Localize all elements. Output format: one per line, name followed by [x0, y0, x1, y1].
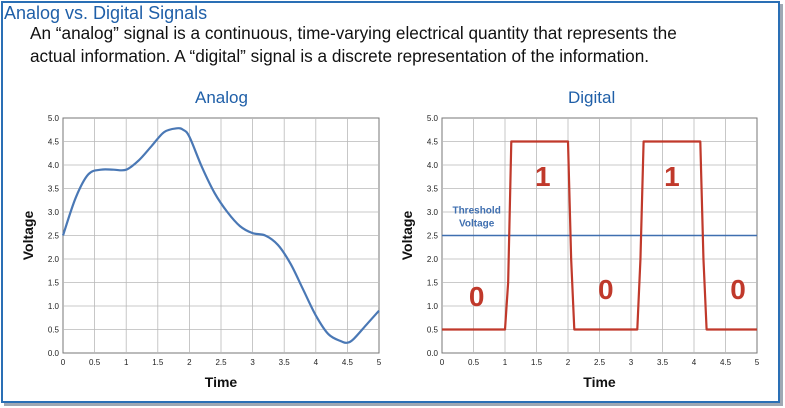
threshold-label-line1: Threshold	[452, 206, 500, 217]
analog-x-tick-label: 3.5	[279, 358, 291, 367]
analog-y-tick-label: 4.0	[48, 161, 60, 170]
bit-label-1: 1	[535, 161, 551, 192]
digital-y-tick-label: 4.5	[427, 138, 439, 147]
digital-y-tick-label: 1.5	[427, 279, 439, 288]
bit-label-0: 0	[598, 274, 614, 305]
description-line-2: actual information. A “digital” signal i…	[30, 46, 650, 66]
analog-y-tick-label: 1.0	[48, 302, 60, 311]
digital-x-tick-label: 0	[440, 358, 445, 367]
analog-y-tick-label: 3.5	[48, 185, 60, 194]
digital-chart-title: Digital	[568, 88, 616, 107]
digital-x-tick-label: 0.5	[468, 358, 480, 367]
threshold-label-line2: Voltage	[459, 219, 495, 230]
digital-y-tick-label: 1.0	[427, 302, 439, 311]
analog-x-tick-label: 4.5	[342, 358, 354, 367]
analog-x-tick-label: 0	[61, 358, 66, 367]
digital-signal-line	[442, 140, 757, 331]
analog-y-tick-label: 4.5	[48, 138, 60, 147]
analog-y-tick-label: 0.5	[48, 326, 60, 335]
digital-x-tick-label: 4.5	[720, 358, 732, 367]
digital-y-tick-label: 4.0	[427, 161, 439, 170]
analog-signal-line	[61, 127, 380, 344]
digital-y-tick-label: 5.0	[427, 114, 439, 123]
slide-title: Analog vs. Digital Signals	[4, 3, 208, 23]
analog-y-tick-label: 2.5	[48, 232, 60, 241]
digital-x-axis-label: Time	[583, 374, 616, 390]
digital-x-tick-label: 5	[755, 358, 760, 367]
analog-chart-title: Analog	[195, 88, 248, 107]
analog-x-tick-label: 1.5	[152, 358, 164, 367]
slide-description: An “analog” signal is a continuous, time…	[30, 22, 770, 68]
digital-x-tick-label: 1.5	[531, 358, 543, 367]
digital-x-tick-label: 2	[566, 358, 571, 367]
digital-x-tick-label: 3.5	[657, 358, 669, 367]
analog-x-tick-label: 3	[250, 358, 255, 367]
digital-x-tick-label: 1	[503, 358, 508, 367]
bit-label-0: 0	[730, 274, 746, 305]
analog-x-tick-label: 1	[124, 358, 129, 367]
digital-y-tick-label: 3.5	[427, 185, 439, 194]
digital-y-tick-label: 3.0	[427, 208, 439, 217]
analog-y-tick-label: 5.0	[48, 114, 60, 123]
digital-y-axis-label: Voltage	[399, 211, 415, 261]
digital-x-tick-label: 3	[629, 358, 634, 367]
digital-x-tick-label: 4	[692, 358, 697, 367]
description-line-1: An “analog” signal is a continuous, time…	[30, 23, 677, 43]
digital-y-tick-label: 0.0	[427, 349, 439, 358]
analog-x-tick-label: 5	[377, 358, 382, 367]
analog-y-tick-label: 2.0	[48, 255, 60, 264]
analog-y-axis-label: Voltage	[20, 211, 36, 261]
analog-y-tick-label: 1.5	[48, 279, 60, 288]
analog-x-tick-label: 0.5	[89, 358, 101, 367]
analog-x-tick-label: 2.5	[215, 358, 227, 367]
bit-label-1: 1	[664, 161, 680, 192]
digital-y-tick-label: 0.5	[427, 326, 439, 335]
analog-y-tick-label: 0.0	[48, 349, 60, 358]
analog-y-tick-label: 3.0	[48, 208, 60, 217]
digital-x-tick-label: 2.5	[594, 358, 606, 367]
digital-y-tick-label: 2.0	[427, 255, 439, 264]
analog-x-axis-label: Time	[205, 374, 238, 390]
analog-x-tick-label: 4	[314, 358, 319, 367]
analog-x-tick-label: 2	[187, 358, 192, 367]
bit-label-0: 0	[469, 281, 485, 312]
digital-y-tick-label: 2.5	[427, 232, 439, 241]
